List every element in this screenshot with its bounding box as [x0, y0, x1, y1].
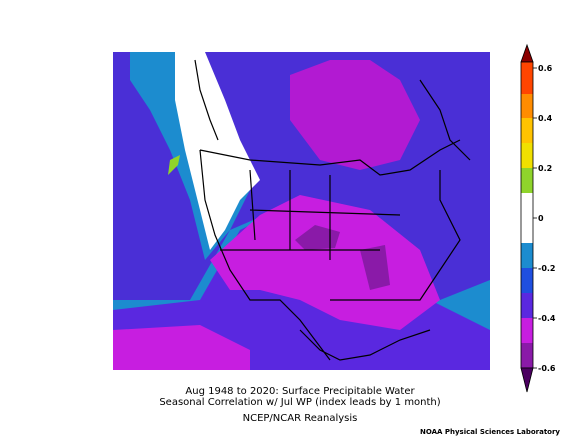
colorbar-band — [521, 318, 533, 343]
colorbar-band — [521, 293, 533, 318]
colorbar-band — [521, 168, 533, 193]
colorbar-tick-label: -0.6 — [538, 364, 556, 373]
colorbar-bottom — [520, 367, 534, 393]
colorbar — [520, 43, 534, 393]
field-magenta-south — [113, 325, 250, 370]
coastlines — [194, 59, 471, 361]
field-magenta-north — [290, 60, 420, 170]
colorbar-band — [521, 62, 533, 94]
colorbar-band — [521, 94, 533, 118]
field-green — [168, 155, 180, 175]
field-white — [175, 52, 260, 250]
caption-line: Aug 1948 to 2020: Surface Precipitable W… — [185, 386, 415, 397]
map — [113, 52, 490, 370]
caption-line: NCEP/NCAR Reanalysis — [243, 413, 358, 424]
state-borders — [199, 139, 461, 361]
colorbar-band — [521, 268, 533, 293]
colorbar-band — [521, 143, 533, 168]
field-dark-purple — [360, 245, 390, 290]
field-dark-purple — [295, 225, 340, 250]
colorbar-band — [521, 243, 533, 268]
colorbar-band — [521, 343, 533, 368]
credit: NOAA Physical Sciences Laboratory — [420, 428, 560, 436]
caption-line: Seasonal Correlation w/ Jul WP (index le… — [159, 397, 440, 408]
colorbar-tick-label: 0.6 — [538, 64, 553, 73]
colorbar-tick-label: 0.4 — [538, 114, 553, 123]
colorbar-band — [521, 193, 533, 243]
colorbar-tick-label: 0.2 — [538, 164, 552, 173]
colorbar-tick-label: -0.2 — [538, 264, 556, 273]
field-magenta — [210, 195, 440, 330]
colorbar-tick-label: 0 — [538, 214, 544, 223]
colorbar-tick-label: -0.4 — [538, 314, 556, 323]
colorbar-top — [520, 43, 534, 63]
colorbar-band — [521, 118, 533, 143]
